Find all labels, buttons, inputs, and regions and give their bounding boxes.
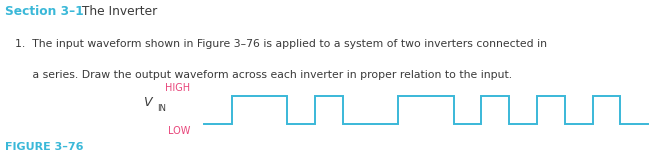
- Text: IN: IN: [157, 104, 166, 113]
- Text: FIGURE 3–76: FIGURE 3–76: [5, 142, 84, 152]
- Text: HIGH: HIGH: [165, 83, 190, 93]
- Text: The Inverter: The Inverter: [78, 5, 158, 18]
- Text: 1.  The input waveform shown in Figure 3–76 is applied to a system of two invert: 1. The input waveform shown in Figure 3–…: [15, 39, 546, 49]
- Text: LOW: LOW: [168, 126, 190, 136]
- Text: V: V: [143, 96, 151, 109]
- Text: a series. Draw the output waveform across each inverter in proper relation to th: a series. Draw the output waveform acros…: [15, 70, 512, 80]
- Text: Section 3–1: Section 3–1: [5, 5, 84, 18]
